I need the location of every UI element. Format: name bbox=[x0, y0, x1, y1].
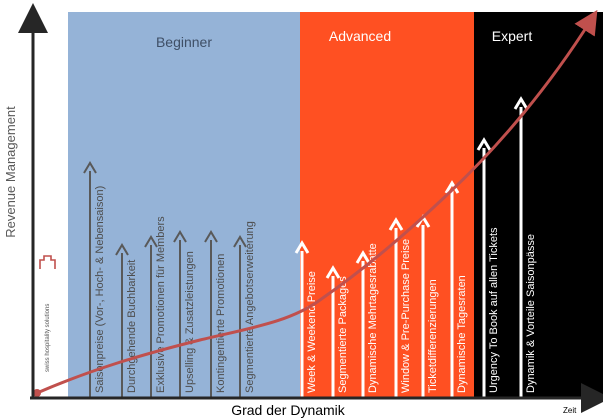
bar-arrowhead-icon bbox=[233, 235, 247, 248]
logo-mark-icon bbox=[39, 255, 56, 269]
zone-advanced bbox=[300, 12, 474, 398]
bar-label: Durchgehende Buchbarkeit bbox=[126, 260, 138, 393]
bar-label: Kontingentierte Promotionen bbox=[215, 254, 227, 393]
bar-label: Urgency To Book auf allen Tickets bbox=[488, 227, 500, 393]
bar-arrowhead-icon bbox=[294, 240, 310, 254]
swiss-hospitality-logo: swiss hospitality solutions bbox=[39, 255, 56, 372]
bar-arrowhead-icon bbox=[388, 217, 404, 231]
bar-arrowhead-icon bbox=[173, 230, 187, 243]
bar-arrowhead-icon bbox=[513, 96, 529, 110]
bar-label: Segmentierte Packages bbox=[337, 276, 349, 393]
bars-layer: Saisonpreise (Vor-, Hoch- & Nebensaison)… bbox=[83, 96, 537, 397]
zones-layer bbox=[68, 12, 603, 398]
bar-label: Ticketdifferenzierungen bbox=[427, 279, 439, 393]
bar-label: Week & Weekend Preise bbox=[306, 271, 318, 393]
bar-label: Window & Pre-Purchase Preise bbox=[400, 239, 412, 393]
bar-label: Upselling & Zusatzleistungen bbox=[184, 251, 196, 393]
zone-beginner bbox=[68, 12, 300, 398]
logo-text: swiss hospitality solutions bbox=[45, 304, 51, 372]
bar-arrowhead-icon bbox=[144, 235, 158, 248]
bar-label: Saisonpreise (Vor-, Hoch- & Nebensaison) bbox=[94, 186, 106, 393]
bar-label: Dynamik & Vorteile Saisonpässe bbox=[525, 234, 537, 393]
bar-arrowhead-icon bbox=[325, 265, 341, 279]
bar-arrowhead-icon bbox=[355, 250, 371, 264]
x-axis-end-label: Zeit bbox=[563, 406, 577, 415]
bar-label: Dynamische Tagesraten bbox=[456, 275, 468, 393]
x-axis-title: Grad der Dynamik bbox=[231, 402, 346, 418]
curve-origin-dot bbox=[33, 389, 41, 397]
bar-arrowhead-icon bbox=[444, 180, 460, 194]
bar-label: Segmentierte Angebotserweiterung bbox=[244, 221, 256, 393]
zone-title-advanced: Advanced bbox=[329, 28, 391, 44]
bar-arrowhead-icon bbox=[204, 230, 218, 243]
bar-arrowhead-icon bbox=[476, 137, 492, 151]
bar-arrowhead-icon bbox=[83, 161, 97, 174]
zone-expert bbox=[474, 12, 603, 398]
revenue-curve bbox=[36, 9, 598, 395]
y-axis-title: Revenue Management bbox=[3, 106, 18, 238]
bar-label: Exklusive Promotionen für Members bbox=[155, 216, 167, 393]
zone-title-beginner: Beginner bbox=[156, 34, 212, 50]
zone-title-expert: Expert bbox=[492, 28, 533, 44]
bar-label: Dynamische Mehrtagesrabatte bbox=[367, 243, 379, 393]
bar-arrowhead-icon bbox=[115, 243, 129, 256]
